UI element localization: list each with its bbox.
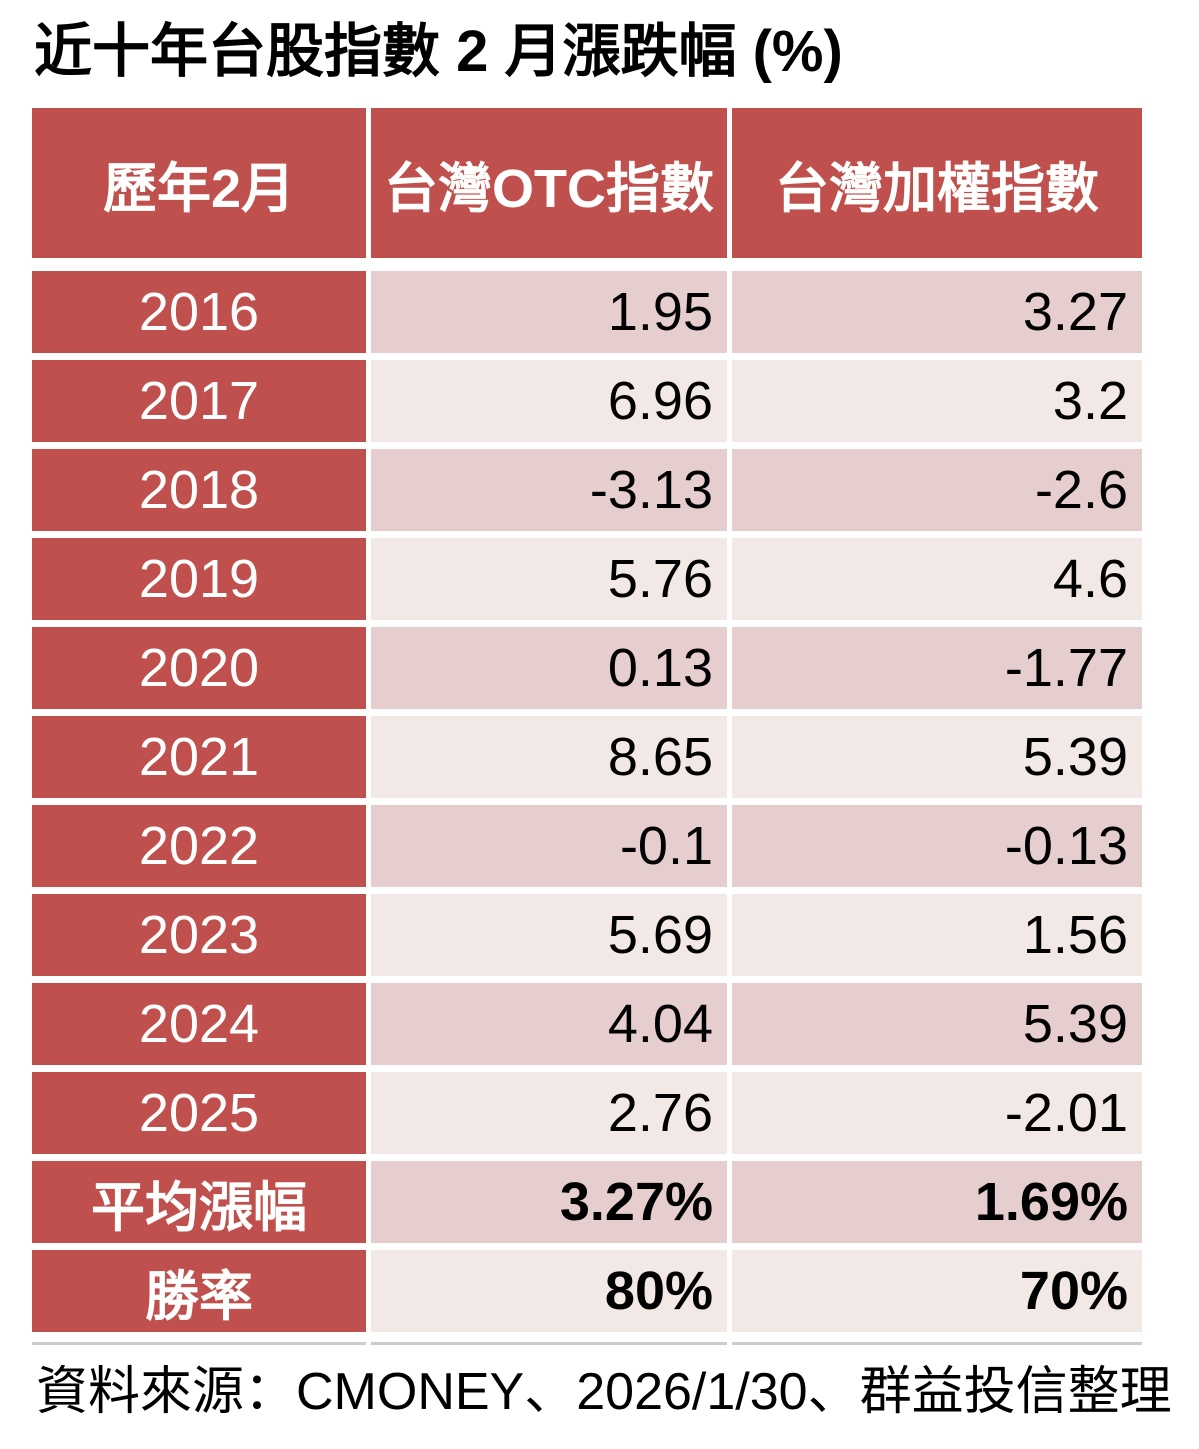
source-note: 資料來源：CMONEY、2026/1/30、群益投信整理 (36, 1363, 1172, 1421)
table-row: 2017 6.96 3.2 (32, 360, 1142, 442)
year-cell: 2020 (32, 627, 366, 709)
page-title: 近十年台股指數 2 月漲跌幅 (%) (34, 19, 843, 84)
summary-row-average: 平均漲幅 3.27% 1.69% (32, 1161, 1142, 1243)
year-cell: 2017 (32, 360, 366, 442)
table-row: 2016 1.95 3.27 (32, 271, 1142, 353)
year-cell: 2025 (32, 1072, 366, 1154)
table-row: 2022 -0.1 -0.13 (32, 805, 1142, 887)
column-header-otc-index: 台灣OTC指數 (371, 108, 727, 258)
otc-value-cell: 1.95 (371, 271, 727, 353)
otc-value-cell: -0.1 (371, 805, 727, 887)
year-cell: 2019 (32, 538, 366, 620)
table-bottom-border (32, 1342, 1142, 1345)
otc-value-cell: 4.04 (371, 983, 727, 1065)
year-cell: 2018 (32, 449, 366, 531)
summary-label-cell: 勝率 (32, 1250, 366, 1332)
taiex-value-cell: -2.01 (732, 1072, 1142, 1154)
taiex-average-cell: 1.69% (732, 1161, 1142, 1243)
taiex-value-cell: 3.2 (732, 360, 1142, 442)
taiex-value-cell: 3.27 (732, 271, 1142, 353)
taiex-value-cell: 5.39 (732, 983, 1142, 1065)
year-cell: 2021 (32, 716, 366, 798)
year-cell: 2016 (32, 271, 366, 353)
otc-winrate-cell: 80% (371, 1250, 727, 1332)
taiex-value-cell: -2.6 (732, 449, 1142, 531)
otc-value-cell: 5.76 (371, 538, 727, 620)
otc-value-cell: 5.69 (371, 894, 727, 976)
table-row: 2021 8.65 5.39 (32, 716, 1142, 798)
table-row: 2023 5.69 1.56 (32, 894, 1142, 976)
otc-value-cell: 2.76 (371, 1072, 727, 1154)
taiex-value-cell: -0.13 (732, 805, 1142, 887)
taiex-value-cell: 4.6 (732, 538, 1142, 620)
border-segment (371, 1342, 727, 1345)
table-row: 2018 -3.13 -2.6 (32, 449, 1142, 531)
year-cell: 2023 (32, 894, 366, 976)
otc-average-cell: 3.27% (371, 1161, 727, 1243)
taiex-value-cell: 1.56 (732, 894, 1142, 976)
year-cell: 2024 (32, 983, 366, 1065)
year-cell: 2022 (32, 805, 366, 887)
column-header-year: 歷年2月 (32, 108, 366, 258)
table-header-row: 歷年2月 台灣OTC指數 台灣加權指數 (32, 108, 1142, 258)
summary-row-winrate: 勝率 80% 70% (32, 1250, 1142, 1332)
table-row: 2020 0.13 -1.77 (32, 627, 1142, 709)
table-row: 2025 2.76 -2.01 (32, 1072, 1142, 1154)
table-row: 2024 4.04 5.39 (32, 983, 1142, 1065)
border-segment (732, 1342, 1142, 1345)
taiex-winrate-cell: 70% (732, 1250, 1142, 1332)
column-header-taiex: 台灣加權指數 (732, 108, 1142, 258)
summary-label-cell: 平均漲幅 (32, 1161, 366, 1243)
otc-value-cell: 6.96 (371, 360, 727, 442)
table-body: 2016 1.95 3.27 2017 6.96 3.2 2018 -3.13 … (32, 271, 1142, 1332)
taiex-value-cell: -1.77 (732, 627, 1142, 709)
border-segment (32, 1342, 366, 1345)
taiex-value-cell: 5.39 (732, 716, 1142, 798)
otc-value-cell: 0.13 (371, 627, 727, 709)
otc-value-cell: -3.13 (371, 449, 727, 531)
otc-value-cell: 8.65 (371, 716, 727, 798)
performance-table: 歷年2月 台灣OTC指數 台灣加權指數 2016 1.95 3.27 2017 … (32, 108, 1142, 1345)
table-row: 2019 5.76 4.6 (32, 538, 1142, 620)
